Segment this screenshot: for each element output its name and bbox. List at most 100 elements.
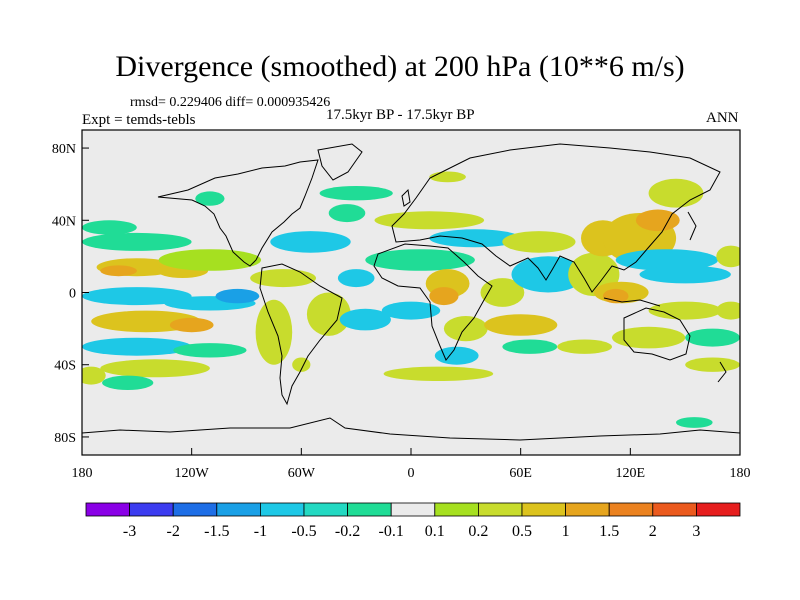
colorbar-swatch-1 bbox=[129, 502, 174, 517]
divergence-feature-31 bbox=[429, 287, 459, 306]
colorbar-swatch-11 bbox=[565, 502, 610, 517]
divergence-feature-18 bbox=[255, 299, 293, 365]
chart-title: Divergence (smoothed) at 200 hPa (10**6 … bbox=[115, 50, 685, 83]
colorbar-label-3: -1 bbox=[254, 523, 267, 540]
colorbar-label-9: 0.5 bbox=[512, 523, 532, 540]
colorbar-swatch-6 bbox=[347, 502, 392, 517]
divergence-feature-44 bbox=[635, 209, 680, 232]
x-tick-label-1: 120W bbox=[175, 466, 210, 481]
colorbar-label-7: 0.1 bbox=[425, 523, 445, 540]
divergence-feature-33 bbox=[443, 316, 488, 342]
y-tick-label-3: 40S bbox=[54, 359, 76, 374]
divergence-feature-50 bbox=[648, 301, 722, 320]
coastlines bbox=[82, 143, 740, 441]
colorbar-swatch-7 bbox=[390, 502, 436, 517]
divergence-feature-53 bbox=[716, 245, 740, 268]
divergence-feature-46 bbox=[615, 249, 719, 271]
divergence-feature-54 bbox=[716, 301, 740, 320]
divergence-feature-52 bbox=[685, 328, 740, 347]
colorbar-label-6: -0.1 bbox=[379, 523, 404, 540]
colorbar-label-5: -0.2 bbox=[335, 523, 360, 540]
colorbar-swatch-5 bbox=[303, 502, 348, 517]
divergence-feature-35 bbox=[383, 366, 494, 381]
divergence-feature-28 bbox=[429, 229, 521, 248]
uk-outline bbox=[401, 188, 411, 207]
y-tick-label-4: 80S bbox=[54, 431, 76, 446]
colorbar-swatch-8 bbox=[434, 502, 479, 517]
colorbar-label-8: 0.2 bbox=[468, 523, 488, 540]
colorbar-label-0: -3 bbox=[123, 523, 136, 540]
australia-outline bbox=[623, 307, 691, 361]
divergence-feature-14 bbox=[82, 366, 106, 385]
colorbar-label-2: -1.5 bbox=[204, 523, 229, 540]
north-america-outline bbox=[157, 159, 319, 267]
divergence-feature-51 bbox=[612, 326, 686, 349]
divergence-feature-23 bbox=[319, 186, 393, 201]
divergence-feature-26 bbox=[374, 211, 485, 230]
x-tick-label-4: 60E bbox=[509, 466, 532, 481]
divergence-feature-39 bbox=[511, 256, 585, 293]
colorbar-swatch-3 bbox=[216, 502, 261, 517]
divergence-feature-21 bbox=[339, 308, 391, 331]
divergence-feature-10 bbox=[169, 317, 214, 333]
antarctica-outline bbox=[82, 417, 740, 441]
colorbar-swatch-2 bbox=[172, 502, 218, 517]
chart-subtitle: 17.5kyr BP - 17.5kyr BP bbox=[326, 107, 475, 123]
divergence-feature-29 bbox=[365, 249, 475, 271]
colorbar-swatch-12 bbox=[608, 502, 654, 517]
divergence-feature-6 bbox=[82, 287, 192, 306]
divergence-feature-45 bbox=[648, 178, 704, 208]
divergence-feature-24 bbox=[328, 204, 366, 223]
divergence-feature-11 bbox=[82, 337, 192, 356]
colorbar-label-4: -0.5 bbox=[291, 523, 316, 540]
new-zealand-outline bbox=[717, 361, 727, 383]
africa-outline bbox=[373, 243, 493, 361]
y-tick-label-1: 40N bbox=[52, 214, 76, 229]
colorbar-swatch-14 bbox=[696, 502, 741, 517]
stats-label: rmsd= 0.229406 diff= 0.000935426 bbox=[130, 95, 331, 110]
divergence-feature-15 bbox=[102, 375, 154, 390]
colorbar-label-10: 1 bbox=[562, 523, 570, 540]
divergence-feature-8 bbox=[215, 288, 260, 304]
x-tick-label-6: 180 bbox=[730, 466, 751, 481]
divergence-feature-25 bbox=[195, 191, 225, 206]
colorbar-swatch-4 bbox=[259, 502, 305, 517]
indonesia-outline bbox=[603, 297, 661, 307]
divergence-feature-37 bbox=[484, 314, 558, 336]
x-tick-label-2: 60W bbox=[288, 466, 316, 481]
divergence-feature-12 bbox=[173, 343, 247, 358]
divergence-feature-38 bbox=[502, 339, 558, 354]
divergence-feature-49 bbox=[602, 288, 629, 304]
colorbar-label-12: 2 bbox=[649, 523, 657, 540]
colorbar-swatch-0 bbox=[85, 502, 130, 517]
divergence-feature-16 bbox=[270, 231, 351, 253]
divergence-feature-47 bbox=[639, 265, 731, 284]
divergence-feature-13 bbox=[100, 359, 210, 378]
divergence-feature-4 bbox=[82, 232, 192, 251]
divergence-feature-3 bbox=[158, 249, 262, 271]
x-tick-label-5: 120E bbox=[616, 466, 646, 481]
divergence-feature-17 bbox=[250, 269, 316, 288]
y-tick-label-0: 80N bbox=[52, 142, 76, 157]
divergence-feature-1 bbox=[100, 265, 137, 277]
japan-outline bbox=[687, 211, 697, 241]
period-label: ANN bbox=[706, 110, 739, 126]
south-america-outline bbox=[259, 263, 343, 406]
divergence-feature-57 bbox=[557, 339, 612, 354]
colorbar-swatch-10 bbox=[521, 502, 566, 517]
colorbar-swatch-13 bbox=[652, 502, 697, 517]
divergence-feature-55 bbox=[685, 357, 740, 372]
colorbar-label-11: 1.5 bbox=[599, 523, 619, 540]
x-tick-label-0: 180 bbox=[72, 466, 93, 481]
colorbar-label-13: 3 bbox=[692, 523, 700, 540]
divergence-feature-40 bbox=[502, 231, 576, 253]
x-tick-label-3: 0 bbox=[408, 466, 415, 481]
colorbar: -3 -2 -1.5 -1 -0.5 -0.2 -0.1 0.1 0.2 0.5 1 1.5 2 3 bbox=[85, 502, 741, 540]
experiment-label: Expt = temds-tebls bbox=[82, 112, 196, 128]
divergence-feature-32 bbox=[381, 301, 441, 320]
divergence-feature-56 bbox=[676, 417, 713, 428]
contour-fields bbox=[82, 171, 740, 428]
greenland-outline bbox=[317, 143, 363, 181]
colorbar-swatch-9 bbox=[477, 502, 523, 517]
